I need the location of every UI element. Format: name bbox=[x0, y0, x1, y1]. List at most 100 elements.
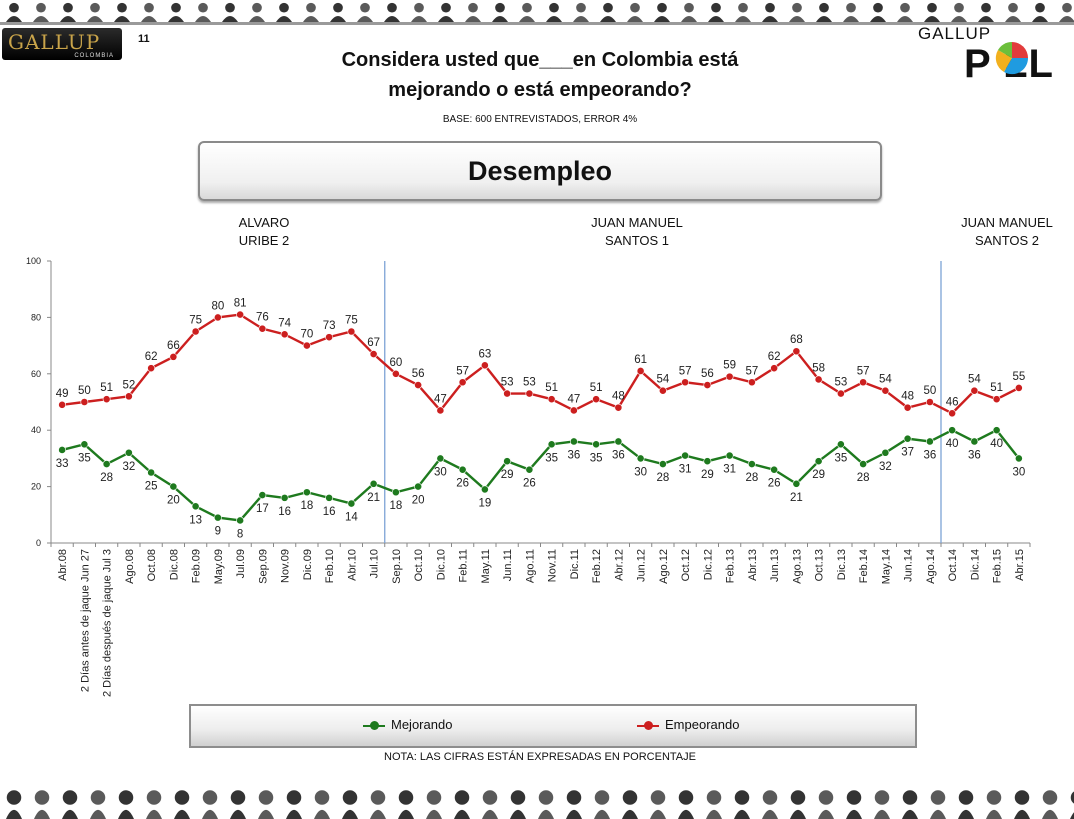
crowd-figure-icon bbox=[34, 790, 50, 819]
x-tick-label: Oct.12 bbox=[680, 549, 692, 581]
data-label: 26 bbox=[456, 478, 469, 490]
data-point-empeorando bbox=[458, 378, 467, 387]
crowd-figure-icon bbox=[874, 790, 890, 819]
crowd-figure-icon bbox=[6, 2, 22, 22]
x-tick-label: Abr.10 bbox=[346, 549, 358, 581]
data-label: 40 bbox=[990, 438, 1003, 450]
y-tick-label: 100 bbox=[26, 256, 41, 266]
question-title-line1: Considera usted que___en Colombia está bbox=[341, 49, 739, 71]
data-label: 62 bbox=[145, 351, 158, 363]
data-label: 25 bbox=[145, 481, 158, 493]
data-point-mejorando bbox=[547, 440, 556, 449]
logo-subtitle: COLOMBIA bbox=[74, 53, 114, 59]
data-point-empeorando bbox=[859, 378, 868, 387]
data-point-mejorando bbox=[102, 460, 111, 468]
data-label: 13 bbox=[189, 514, 202, 526]
crowd-figure-icon bbox=[1070, 791, 1074, 819]
data-point-empeorando bbox=[836, 389, 845, 398]
crowd-figure-icon bbox=[258, 790, 274, 819]
data-point-mejorando bbox=[280, 493, 289, 502]
data-point-empeorando bbox=[925, 398, 934, 406]
data-label: 8 bbox=[237, 528, 243, 540]
data-label: 60 bbox=[389, 357, 402, 369]
data-point-mejorando bbox=[636, 454, 645, 463]
legend-label: Mejorando bbox=[391, 717, 453, 732]
data-point-empeorando bbox=[725, 372, 734, 381]
y-tick-label: 80 bbox=[31, 312, 41, 322]
crowd-figure-icon bbox=[978, 2, 994, 22]
chart-legend: Mejorando Empeorando bbox=[189, 704, 917, 748]
x-tick-label: Oct.10 bbox=[413, 549, 425, 581]
data-label: 29 bbox=[701, 469, 714, 481]
topic-title-box: Desempleo bbox=[198, 141, 882, 201]
crowd-figure-icon bbox=[492, 2, 508, 22]
data-label: 31 bbox=[679, 464, 692, 476]
data-label: 53 bbox=[834, 377, 847, 389]
data-point-mejorando bbox=[414, 482, 423, 491]
period-label-line2: SANTOS 2 bbox=[974, 233, 1040, 248]
crowd-figure-icon bbox=[734, 790, 750, 819]
data-point-empeorando bbox=[80, 398, 89, 406]
crowd-figure-icon bbox=[426, 790, 442, 819]
data-point-mejorando bbox=[970, 437, 979, 446]
data-point-mejorando bbox=[191, 502, 200, 511]
data-label: 40 bbox=[946, 438, 959, 450]
crowd-figure-icon bbox=[650, 790, 666, 819]
data-label: 36 bbox=[567, 449, 580, 461]
x-tick-label: Jul.09 bbox=[235, 549, 247, 578]
legend-marker-empeorando bbox=[644, 721, 653, 730]
crowd-figure-icon bbox=[902, 790, 918, 819]
data-label: 51 bbox=[545, 382, 558, 394]
x-tick-label: Oct.08 bbox=[146, 549, 158, 581]
data-label: 50 bbox=[923, 385, 936, 397]
data-label: 36 bbox=[612, 449, 625, 461]
crowd-figure-icon bbox=[330, 2, 346, 22]
x-tick-label: Jun.13 bbox=[769, 549, 781, 582]
x-tick-label: Feb.11 bbox=[458, 549, 470, 582]
data-point-empeorando bbox=[770, 364, 779, 373]
data-point-mejorando bbox=[302, 488, 311, 497]
period-label-line1: JUAN MANUEL bbox=[591, 215, 683, 230]
crowd-figure-icon bbox=[627, 2, 643, 22]
data-label: 28 bbox=[857, 472, 870, 484]
data-label: 76 bbox=[256, 312, 269, 324]
data-label: 35 bbox=[590, 452, 603, 464]
data-label: 55 bbox=[1012, 371, 1025, 383]
data-point-mejorando bbox=[236, 516, 245, 525]
data-label: 29 bbox=[501, 469, 514, 481]
data-point-mejorando bbox=[703, 457, 712, 466]
x-tick-label: Dic.10 bbox=[435, 549, 447, 580]
data-point-mejorando bbox=[124, 448, 133, 457]
data-point-empeorando bbox=[213, 313, 222, 322]
data-point-mejorando bbox=[859, 460, 868, 468]
data-point-empeorando bbox=[614, 403, 623, 412]
crowd-figure-icon bbox=[454, 790, 470, 819]
crowd-figure-icon bbox=[843, 2, 859, 22]
data-point-mejorando bbox=[747, 460, 756, 468]
crowd-figure-icon bbox=[519, 2, 535, 22]
page-number: 11 bbox=[138, 33, 150, 45]
crowd-figure-icon bbox=[986, 790, 1002, 819]
gallup-poll-logo: GALLUP P LL bbox=[908, 22, 1074, 86]
data-label: 57 bbox=[857, 365, 870, 377]
x-tick-label: Dic.13 bbox=[836, 549, 848, 580]
data-point-mejorando bbox=[213, 513, 222, 522]
data-point-empeorando bbox=[1014, 383, 1023, 392]
period-label-uribe2: ALVARO URIBE 2 bbox=[184, 214, 344, 250]
x-tick-label: Dic.11 bbox=[569, 549, 581, 579]
data-label: 54 bbox=[968, 374, 981, 386]
data-label: 36 bbox=[968, 449, 981, 461]
x-tick-label: Ago.13 bbox=[791, 549, 803, 584]
data-point-empeorando bbox=[124, 392, 133, 401]
x-tick-label: Oct.13 bbox=[814, 549, 826, 581]
x-tick-label: Dic.08 bbox=[168, 549, 180, 580]
crowd-figure-icon bbox=[195, 2, 211, 22]
data-point-mejorando bbox=[903, 434, 912, 443]
data-label: 28 bbox=[656, 472, 669, 484]
gallup-colombia-logo: GALLUP COLOMBIA bbox=[2, 28, 122, 60]
data-label: 58 bbox=[812, 362, 825, 374]
data-label: 35 bbox=[78, 452, 91, 464]
data-label: 66 bbox=[167, 340, 180, 352]
crowd-figure-icon bbox=[594, 790, 610, 819]
data-point-mejorando bbox=[458, 465, 467, 474]
